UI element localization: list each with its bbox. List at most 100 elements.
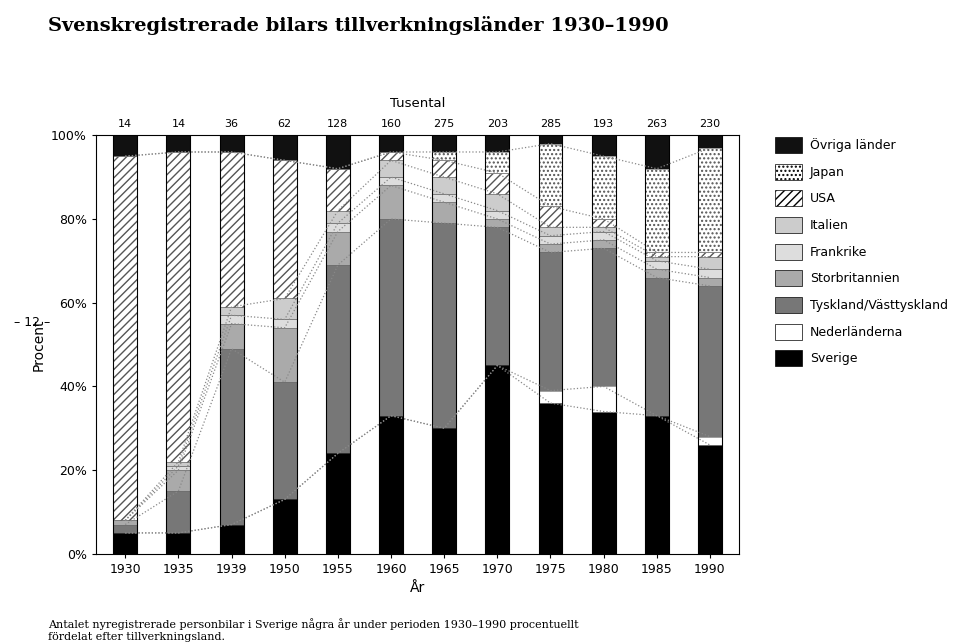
Bar	[432, 135, 456, 152]
Text: 36: 36	[225, 119, 238, 129]
Bar	[273, 328, 297, 383]
Bar	[166, 135, 190, 152]
Bar	[539, 236, 563, 244]
Bar	[113, 156, 137, 520]
Bar	[539, 227, 563, 236]
Bar	[166, 470, 190, 491]
Bar	[220, 135, 244, 152]
Legend: Övriga länder, Japan, USA, Italien, Frankrike, Storbritannien, Tyskland/Västtysk: Övriga länder, Japan, USA, Italien, Fran…	[771, 133, 951, 370]
Bar	[273, 299, 297, 319]
Bar	[379, 135, 403, 554]
Bar	[591, 219, 615, 227]
Bar	[486, 219, 510, 227]
Bar	[113, 520, 137, 524]
Bar	[325, 211, 349, 223]
Bar	[113, 135, 137, 156]
Text: Antalet nyregistrerade personbilar i Sverige några år under perioden 1930–1990 p: Antalet nyregistrerade personbilar i Sve…	[48, 618, 579, 641]
Bar	[698, 256, 722, 269]
Bar	[113, 533, 137, 554]
Text: Tusental: Tusental	[390, 97, 445, 110]
Bar	[432, 202, 456, 223]
Bar	[379, 135, 403, 152]
Text: – 12 –: – 12 –	[14, 316, 51, 328]
Bar	[379, 185, 403, 219]
Bar	[645, 257, 669, 261]
Bar	[591, 135, 615, 156]
Bar	[645, 135, 669, 554]
Bar	[539, 135, 563, 144]
Text: 14: 14	[171, 119, 185, 129]
Bar	[591, 386, 615, 412]
Bar	[698, 252, 722, 256]
Bar	[645, 416, 669, 554]
Bar	[273, 135, 297, 160]
Bar	[645, 252, 669, 256]
Bar	[432, 428, 456, 554]
Bar	[379, 416, 403, 554]
Bar	[166, 491, 190, 533]
Bar	[698, 286, 722, 437]
Bar	[166, 466, 190, 470]
Bar	[325, 453, 349, 554]
Bar	[486, 152, 510, 173]
Bar	[591, 135, 615, 554]
Bar	[325, 135, 349, 169]
Bar	[325, 135, 349, 554]
Bar	[698, 269, 722, 278]
Bar	[539, 403, 563, 554]
Text: 128: 128	[327, 119, 348, 129]
Bar	[220, 349, 244, 524]
Bar	[645, 135, 669, 169]
Bar	[698, 437, 722, 445]
Bar	[486, 135, 510, 554]
Bar	[539, 244, 563, 252]
Bar	[379, 219, 403, 416]
Bar	[539, 252, 563, 390]
Bar	[379, 160, 403, 177]
Bar	[166, 152, 190, 462]
Bar	[432, 194, 456, 202]
Text: 62: 62	[277, 119, 292, 129]
Bar	[220, 316, 244, 324]
Bar	[591, 248, 615, 386]
Text: 193: 193	[593, 119, 614, 129]
Text: 203: 203	[487, 119, 508, 129]
Bar	[325, 232, 349, 265]
Bar	[591, 227, 615, 232]
Bar	[325, 223, 349, 232]
Text: 14: 14	[118, 119, 132, 129]
Bar	[432, 135, 456, 554]
Bar	[486, 366, 510, 554]
Bar	[645, 278, 669, 416]
Bar	[273, 319, 297, 328]
Bar	[220, 324, 244, 349]
Bar	[166, 135, 190, 554]
Bar	[220, 152, 244, 307]
Bar	[486, 227, 510, 366]
Text: 275: 275	[434, 119, 455, 129]
Bar	[273, 383, 297, 500]
Bar	[379, 177, 403, 185]
Bar	[486, 135, 510, 152]
Bar	[220, 135, 244, 554]
Bar	[325, 169, 349, 211]
Bar	[591, 232, 615, 240]
Bar	[486, 194, 510, 211]
Bar	[486, 173, 510, 194]
Bar	[273, 135, 297, 554]
Bar	[539, 206, 563, 227]
Bar	[220, 307, 244, 316]
X-axis label: År: År	[410, 582, 425, 596]
Bar	[645, 169, 669, 252]
Text: 263: 263	[646, 119, 667, 129]
Bar	[698, 278, 722, 286]
Bar	[591, 156, 615, 219]
Text: 285: 285	[540, 119, 561, 129]
Bar	[325, 265, 349, 453]
Bar	[645, 261, 669, 269]
Bar	[539, 144, 563, 206]
Bar	[591, 240, 615, 249]
Bar	[379, 152, 403, 160]
Bar	[698, 445, 722, 554]
Bar	[591, 412, 615, 554]
